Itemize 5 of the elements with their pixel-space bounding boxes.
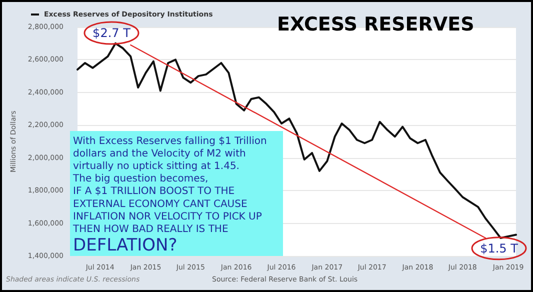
- annotation: $1.5 T: [480, 241, 519, 256]
- chart-title: EXCESS RESERVES: [277, 14, 474, 36]
- annotation: DEFLATION?: [73, 236, 178, 256]
- annotation: $2.7 T: [92, 26, 132, 40]
- annotation: With Excess Reserves falling $1 Trillion dollars and the Velocity of M2 with virtually no uptick sitting at 1.45. The big question becomes, IF A $1 TRILLION BOOST TO THE EXTERNAL ECONOMY CANT CAUSE INFLATION NOR VELOCITY TO PICK UP THEN HOW BAD REALLY IS THE: [72, 136, 270, 235]
